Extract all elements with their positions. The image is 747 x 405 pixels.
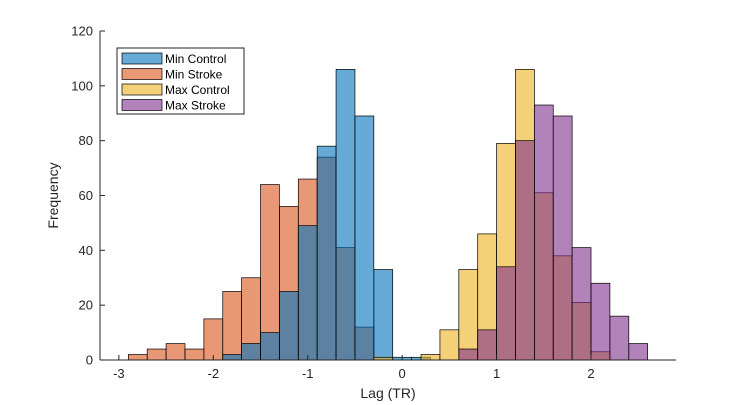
x-tick-label: 1 — [493, 366, 500, 381]
histogram-bar — [458, 269, 479, 361]
histogram-bar — [260, 332, 280, 361]
y-tick-label: 40 — [79, 243, 93, 258]
legend-label: Min Control — [165, 52, 226, 66]
legend-label: Min Stroke — [165, 68, 223, 82]
histogram-bar — [590, 282, 611, 361]
histogram-bar — [477, 329, 497, 361]
legend-label: Max Stroke — [165, 99, 226, 113]
y-tick-label: 60 — [79, 188, 93, 203]
histogram-bar — [439, 329, 460, 361]
histogram-bar — [241, 343, 261, 361]
histogram-bar — [316, 145, 337, 361]
x-tick-label: 2 — [587, 366, 594, 381]
x-tick-label: -1 — [302, 366, 314, 381]
histogram-bar — [279, 291, 299, 361]
y-tick-label: 0 — [86, 353, 93, 368]
histogram-bar — [165, 343, 186, 361]
histogram-bar — [222, 354, 242, 361]
y-tick-label: 20 — [79, 298, 93, 313]
histogram-bar — [628, 343, 649, 361]
histogram-bar — [127, 354, 148, 361]
histogram-bar — [184, 348, 205, 361]
y-tick-label: 120 — [71, 24, 93, 39]
histogram-bar — [354, 115, 375, 361]
histogram-bar — [297, 225, 318, 361]
y-tick-label: 80 — [79, 133, 93, 148]
series-max-stroke — [458, 104, 649, 361]
legend-swatch — [121, 68, 163, 80]
legend-swatch — [121, 99, 163, 111]
legend-swatch — [121, 83, 163, 96]
y-tick-label: 100 — [71, 78, 93, 93]
x-axis-label: Lag (TR) — [360, 385, 415, 401]
x-tick-label: 0 — [399, 366, 406, 381]
histogram-bar — [515, 140, 535, 361]
histogram-bar — [458, 348, 479, 361]
legend-swatch — [121, 52, 163, 65]
series-min-control — [222, 69, 431, 361]
x-tick-label: -2 — [208, 366, 220, 381]
histogram-bar — [609, 315, 630, 361]
histogram-bar — [335, 69, 356, 361]
histogram-bar — [222, 291, 242, 361]
legend-label: Max Control — [165, 83, 230, 97]
histogram-bar — [552, 115, 573, 361]
histogram-bar — [420, 354, 441, 361]
histogram-bar — [496, 266, 516, 361]
histogram-bar — [146, 348, 167, 361]
histogram-bar — [534, 104, 554, 361]
histogram-bar — [571, 247, 592, 361]
histogram-bar — [373, 269, 394, 361]
histogram-bar — [203, 318, 224, 361]
y-axis-label: Frequency — [45, 162, 61, 228]
x-tick-label: -3 — [113, 366, 125, 381]
